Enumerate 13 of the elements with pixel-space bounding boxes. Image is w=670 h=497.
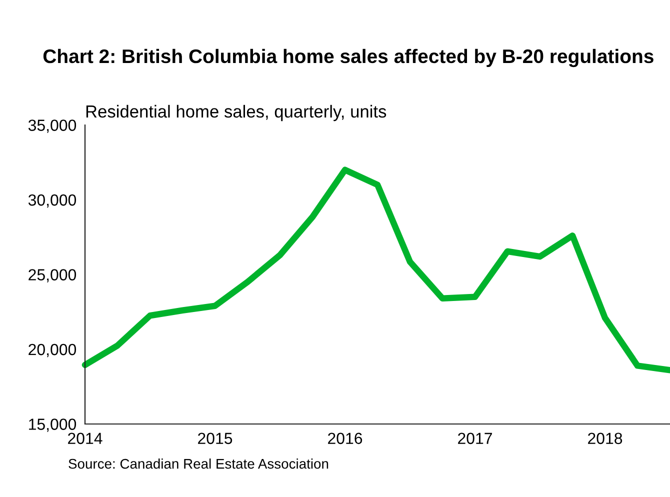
y-axis-title: Residential home sales, quarterly, units (86, 104, 386, 122)
y-tick-label: 15,000 (29, 418, 76, 432)
y-tick-label: 25,000 (28, 269, 76, 282)
y-tick-label: 20,000 (28, 344, 76, 358)
x-tick-label: 2016 (328, 432, 362, 444)
chart-title: Chart 2: British Columbia home sales affected by B-20 regulations (43, 48, 654, 68)
x-tick-label: 2015 (198, 432, 232, 444)
x-tick-label: 2018 (588, 432, 622, 444)
source-note: Source: Canadian Real Estate Association (68, 458, 328, 469)
y-tick-label: 30,000 (28, 194, 76, 208)
x-tick-label: 2014 (68, 432, 102, 444)
y-tick-label: 35,000 (28, 120, 76, 133)
x-tick-label: 2017 (458, 432, 492, 444)
